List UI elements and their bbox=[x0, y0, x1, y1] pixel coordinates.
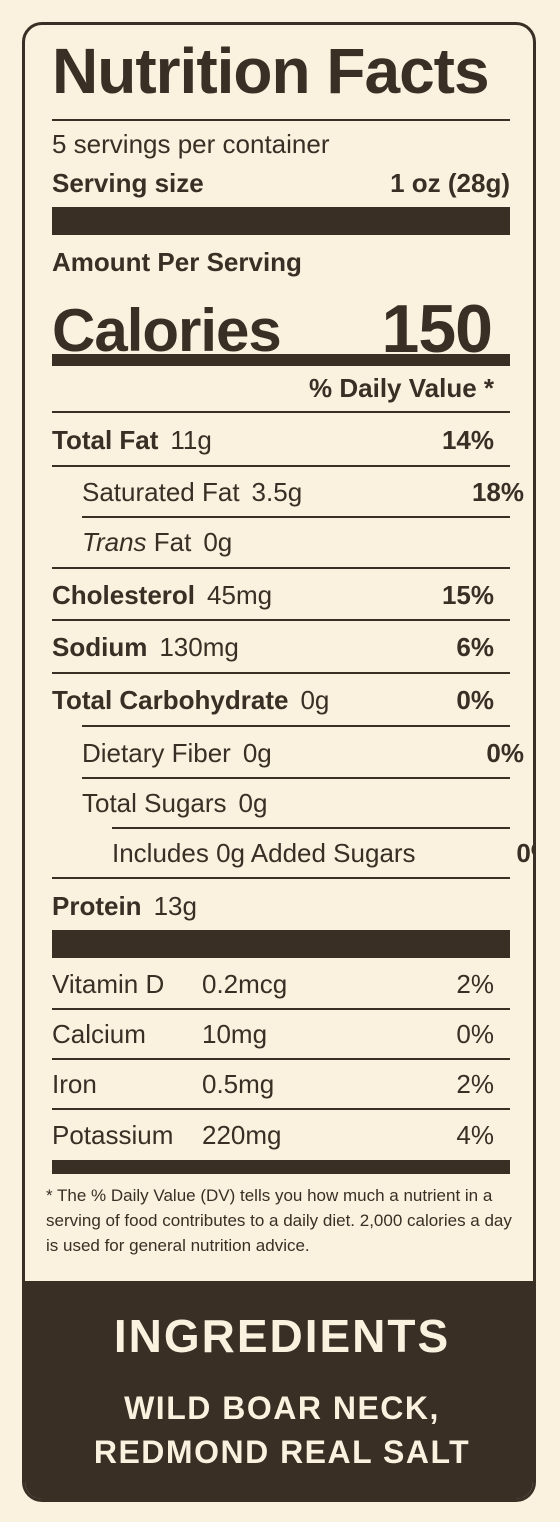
nutrient-row-added-sugars: Includes 0g Added Sugars 0% bbox=[52, 838, 533, 868]
vitamin-dv: 2% bbox=[456, 969, 494, 999]
vitamin-row-calcium: Calcium 10mg 0% bbox=[52, 1019, 510, 1049]
servings-per-container: 5 servings per container bbox=[52, 129, 330, 159]
bold-divider bbox=[52, 1160, 510, 1174]
ingredients-line-1: WILD BOAR NECK, bbox=[124, 1390, 440, 1426]
vitamin-name: Potassium bbox=[52, 1120, 174, 1150]
divider bbox=[52, 119, 510, 121]
nutrition-label-card: Nutrition Facts 5 servings per container… bbox=[22, 22, 536, 1502]
serving-size-label: Serving size bbox=[52, 168, 204, 198]
thick-divider bbox=[52, 207, 510, 235]
ingredients-panel: INGREDIENTS WILD BOAR NECK, REDMOND REAL… bbox=[25, 1281, 533, 1499]
nutrient-name: Saturated Fat bbox=[82, 477, 240, 507]
nutrient-name: Total Sugars bbox=[82, 788, 227, 818]
nutrient-amount: 3.5g bbox=[251, 477, 303, 507]
nutrient-row-trans-fat: Trans Fat 0g bbox=[52, 527, 533, 557]
divider bbox=[52, 1008, 510, 1010]
vitamin-dv: 2% bbox=[456, 1069, 494, 1099]
nutrient-dv: 0% bbox=[516, 838, 533, 868]
serving-size-row: Serving size 1 oz (28g) bbox=[52, 168, 510, 198]
divider bbox=[82, 725, 510, 727]
nutrient-dv: 0% bbox=[486, 738, 524, 768]
nutrient-dv: 18% bbox=[471, 477, 524, 507]
nutrient-name: Total Carbohydrate bbox=[52, 685, 289, 715]
medium-divider bbox=[52, 354, 510, 366]
calories-value: 150 bbox=[381, 291, 493, 367]
nutrient-row-protein: Protein 13g bbox=[52, 891, 510, 921]
nutrient-amount: 0g bbox=[242, 738, 272, 768]
vitamin-amount: 10mg bbox=[202, 1019, 268, 1049]
serving-size-value: 1 oz (28g) bbox=[390, 168, 510, 198]
nutrient-amount: 130mg bbox=[159, 632, 239, 662]
nutrient-amount: 11g bbox=[170, 425, 212, 455]
vitamin-name: Calcium bbox=[52, 1019, 146, 1049]
vitamin-row-vitamin-d: Vitamin D 0.2mcg 2% bbox=[52, 969, 510, 999]
nutrient-name-italic: Trans bbox=[82, 527, 147, 557]
vitamin-name: Vitamin D bbox=[52, 969, 165, 999]
vitamin-row-iron: Iron 0.5mg 2% bbox=[52, 1069, 510, 1099]
vitamin-row-potassium: Potassium 220mg 4% bbox=[52, 1120, 510, 1150]
divider bbox=[52, 1058, 510, 1060]
nutrient-name: Protein bbox=[52, 891, 142, 921]
nutrition-facts-title: Nutrition Facts bbox=[52, 35, 490, 107]
nutrient-name: Sodium bbox=[52, 632, 148, 662]
nutrient-dv: 15% bbox=[441, 580, 494, 610]
nutrient-amount: 0g bbox=[300, 685, 330, 715]
divider bbox=[52, 465, 510, 467]
nutrient-row-total-carbohydrate: Total Carbohydrate 0g 0% bbox=[52, 685, 510, 715]
nutrient-row-sodium: Sodium 130mg 6% bbox=[52, 632, 510, 662]
divider bbox=[112, 827, 510, 829]
nutrient-row-cholesterol: Cholesterol 45mg 15% bbox=[52, 580, 510, 610]
divider bbox=[52, 619, 510, 621]
nutrient-dv: 14% bbox=[441, 425, 494, 455]
nutrient-row-total-sugars: Total Sugars 0g bbox=[52, 788, 533, 818]
nutrient-row-total-fat: Total Fat 11g 14% bbox=[52, 425, 510, 455]
nutrient-name: Fat bbox=[153, 527, 192, 557]
nutrient-dv: 0% bbox=[456, 685, 494, 715]
divider bbox=[52, 877, 510, 879]
nutrient-amount: 0g bbox=[238, 788, 268, 818]
divider bbox=[52, 672, 510, 674]
vitamin-dv: 4% bbox=[456, 1120, 494, 1150]
vitamin-amount: 220mg bbox=[202, 1120, 282, 1150]
nutrient-row-dietary-fiber: Dietary Fiber 0g 0% bbox=[52, 738, 533, 768]
ingredients-line-2: REDMOND REAL SALT bbox=[93, 1434, 471, 1470]
nutrient-amount: 13g bbox=[153, 891, 197, 921]
daily-value-footnote: * The % Daily Value (DV) tells you how m… bbox=[46, 1186, 512, 1255]
divider bbox=[82, 516, 510, 518]
nutrient-dv: 6% bbox=[456, 632, 494, 662]
divider bbox=[52, 1108, 510, 1110]
nutrient-amount: 45mg bbox=[207, 580, 273, 610]
vitamin-name: Iron bbox=[52, 1069, 97, 1099]
thick-divider bbox=[52, 930, 510, 958]
nutrient-name: Dietary Fiber bbox=[82, 738, 231, 768]
vitamin-dv: 0% bbox=[456, 1019, 494, 1049]
vitamin-amount: 0.5mg bbox=[202, 1069, 275, 1099]
nutrient-name: Total Fat bbox=[52, 425, 159, 455]
nutrient-name: Includes 0g Added Sugars bbox=[112, 838, 416, 868]
divider bbox=[52, 411, 510, 413]
divider bbox=[52, 567, 510, 569]
nutrient-row-saturated-fat: Saturated Fat 3.5g 18% bbox=[52, 477, 533, 507]
vitamin-amount: 0.2mcg bbox=[202, 969, 288, 999]
nutrient-name: Cholesterol bbox=[52, 580, 196, 610]
ingredients-title: INGREDIENTS bbox=[113, 1310, 451, 1362]
amount-per-serving: Amount Per Serving bbox=[52, 247, 302, 277]
calories-label: Calories bbox=[52, 297, 282, 364]
daily-value-header-text: % Daily Value * bbox=[309, 373, 494, 403]
nutrient-amount: 0g bbox=[203, 527, 233, 557]
divider bbox=[82, 777, 510, 779]
